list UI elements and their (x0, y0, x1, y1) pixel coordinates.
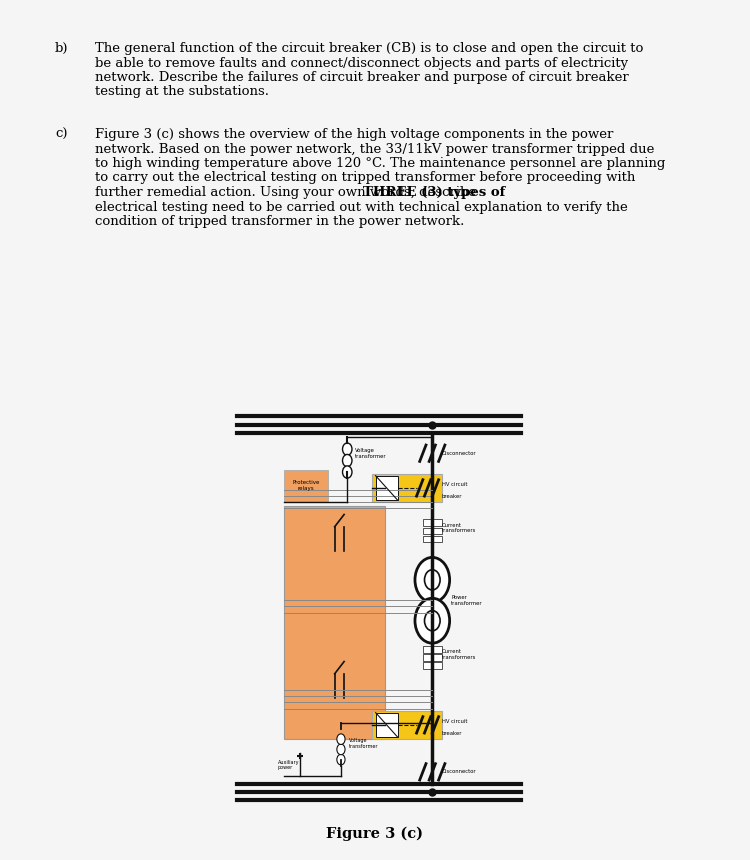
Circle shape (337, 744, 345, 755)
Text: breaker: breaker (442, 731, 462, 736)
Text: to carry out the electrical testing on tripped transformer before proceeding wit: to carry out the electrical testing on t… (95, 171, 635, 185)
Text: c): c) (55, 128, 68, 141)
Circle shape (337, 754, 345, 765)
FancyBboxPatch shape (423, 654, 442, 660)
Circle shape (343, 454, 352, 467)
Text: Figure 3 (c) shows the overview of the high voltage components in the power: Figure 3 (c) shows the overview of the h… (95, 128, 614, 141)
Text: Power
transformer: Power transformer (452, 595, 483, 605)
Circle shape (415, 599, 449, 643)
FancyBboxPatch shape (376, 713, 398, 737)
Text: Voltage
transformer: Voltage transformer (356, 448, 387, 458)
Text: further remedial action. Using your own words, describe: further remedial action. Using your own … (95, 186, 480, 199)
Text: Disconnector: Disconnector (442, 770, 476, 774)
FancyBboxPatch shape (373, 710, 442, 740)
FancyBboxPatch shape (376, 476, 398, 501)
Text: The general function of the circuit breaker (CB) is to close and open the circui: The general function of the circuit brea… (95, 42, 644, 55)
Text: Current
transformers: Current transformers (442, 649, 476, 660)
Circle shape (343, 443, 352, 455)
FancyBboxPatch shape (373, 474, 442, 502)
Text: Figure 3 (c): Figure 3 (c) (326, 827, 424, 841)
Text: electrical testing need to be carried out with technical explanation to verify t: electrical testing need to be carried ou… (95, 200, 628, 213)
Text: Protective
relays: Protective relays (292, 481, 320, 491)
Text: HV circuit: HV circuit (442, 482, 467, 487)
Text: testing at the substations.: testing at the substations. (95, 85, 269, 99)
Text: be able to remove faults and connect/disconnect objects and parts of electricity: be able to remove faults and connect/dis… (95, 57, 628, 70)
FancyBboxPatch shape (284, 470, 328, 502)
Circle shape (337, 734, 345, 745)
FancyBboxPatch shape (423, 519, 442, 526)
Text: to high winding temperature above 120 °C. The maintenance personnel are planning: to high winding temperature above 120 °C… (95, 157, 665, 170)
FancyBboxPatch shape (423, 646, 442, 653)
FancyBboxPatch shape (423, 536, 442, 543)
FancyBboxPatch shape (423, 527, 442, 534)
Text: Voltage
transformer: Voltage transformer (349, 738, 378, 749)
FancyBboxPatch shape (423, 662, 442, 669)
Circle shape (415, 557, 449, 602)
Text: breaker: breaker (442, 494, 462, 499)
Text: network. Describe the failures of circuit breaker and purpose of circuit breaker: network. Describe the failures of circui… (95, 71, 628, 84)
FancyBboxPatch shape (284, 507, 385, 740)
Text: THREE (3) types of: THREE (3) types of (363, 186, 505, 199)
Text: b): b) (55, 42, 68, 55)
Circle shape (343, 466, 352, 478)
Text: condition of tripped transformer in the power network.: condition of tripped transformer in the … (95, 215, 464, 228)
Text: Auxiliary
power: Auxiliary power (278, 759, 299, 771)
Text: HV circuit: HV circuit (442, 719, 467, 724)
Text: network. Based on the power network, the 33/11kV power transformer tripped due: network. Based on the power network, the… (95, 143, 654, 156)
Text: Current
transformers: Current transformers (442, 523, 476, 533)
Text: Disconnector: Disconnector (442, 451, 476, 456)
